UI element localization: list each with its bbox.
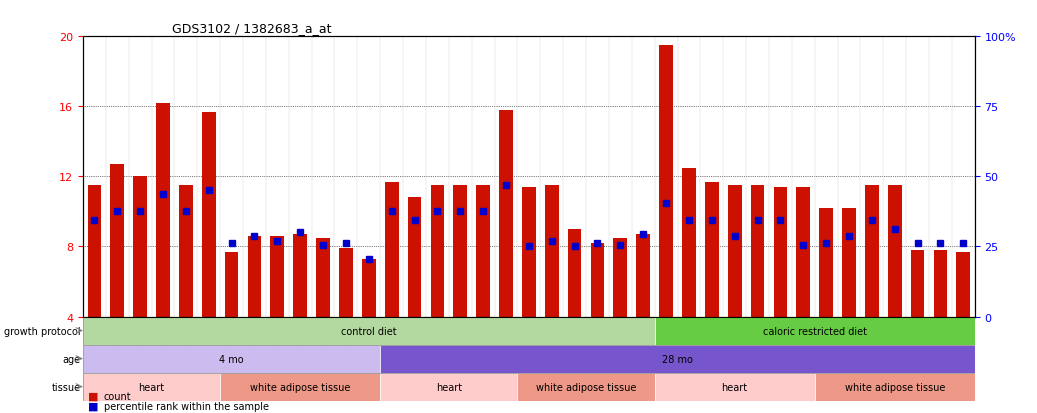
Text: 28 mo: 28 mo bbox=[662, 354, 693, 364]
Text: count: count bbox=[104, 391, 132, 401]
Bar bbox=[888, 186, 901, 317]
FancyBboxPatch shape bbox=[83, 317, 654, 345]
Text: white adipose tissue: white adipose tissue bbox=[844, 382, 945, 392]
Bar bbox=[728, 186, 741, 317]
Bar bbox=[751, 186, 764, 317]
Bar bbox=[157, 104, 170, 317]
Bar bbox=[202, 112, 216, 317]
FancyBboxPatch shape bbox=[381, 345, 975, 373]
Bar bbox=[408, 198, 421, 317]
Bar bbox=[385, 182, 398, 317]
Bar bbox=[293, 235, 307, 317]
Bar bbox=[271, 236, 284, 317]
FancyBboxPatch shape bbox=[517, 373, 654, 401]
Bar bbox=[842, 209, 856, 317]
Bar bbox=[316, 238, 330, 317]
Bar bbox=[614, 238, 627, 317]
Text: 4 mo: 4 mo bbox=[219, 354, 244, 364]
Text: growth protocol: growth protocol bbox=[4, 326, 81, 336]
Bar bbox=[682, 168, 696, 317]
Bar bbox=[225, 252, 239, 317]
Bar bbox=[476, 186, 491, 317]
Bar bbox=[339, 249, 353, 317]
Text: GDS3102 / 1382683_a_at: GDS3102 / 1382683_a_at bbox=[172, 21, 332, 35]
Bar bbox=[865, 186, 878, 317]
Text: white adipose tissue: white adipose tissue bbox=[250, 382, 351, 392]
Bar bbox=[110, 165, 124, 317]
Bar bbox=[796, 188, 810, 317]
Bar bbox=[819, 209, 833, 317]
Text: age: age bbox=[62, 354, 81, 364]
Bar bbox=[499, 111, 513, 317]
Text: white adipose tissue: white adipose tissue bbox=[536, 382, 637, 392]
Text: percentile rank within the sample: percentile rank within the sample bbox=[104, 401, 269, 411]
FancyBboxPatch shape bbox=[815, 373, 975, 401]
FancyBboxPatch shape bbox=[83, 345, 381, 373]
Bar bbox=[591, 243, 605, 317]
Bar bbox=[774, 188, 787, 317]
Text: heart: heart bbox=[722, 382, 748, 392]
Bar bbox=[362, 259, 375, 317]
Bar bbox=[522, 188, 536, 317]
FancyBboxPatch shape bbox=[83, 373, 220, 401]
Bar bbox=[637, 235, 650, 317]
Bar bbox=[248, 236, 261, 317]
FancyBboxPatch shape bbox=[381, 373, 517, 401]
FancyBboxPatch shape bbox=[220, 373, 381, 401]
Text: ■: ■ bbox=[88, 401, 99, 411]
Text: heart: heart bbox=[436, 382, 461, 392]
Bar bbox=[956, 252, 971, 317]
Bar bbox=[660, 46, 673, 317]
Bar bbox=[933, 250, 948, 317]
Bar bbox=[705, 182, 719, 317]
Bar bbox=[179, 186, 193, 317]
Text: heart: heart bbox=[139, 382, 165, 392]
Bar bbox=[910, 250, 924, 317]
FancyBboxPatch shape bbox=[654, 317, 975, 345]
Bar bbox=[430, 186, 444, 317]
Bar bbox=[567, 229, 582, 317]
Bar bbox=[453, 186, 467, 317]
FancyBboxPatch shape bbox=[654, 373, 815, 401]
Text: caloric restricted diet: caloric restricted diet bbox=[762, 326, 867, 336]
Text: control diet: control diet bbox=[341, 326, 396, 336]
Bar bbox=[134, 177, 147, 317]
Bar bbox=[544, 186, 559, 317]
Text: tissue: tissue bbox=[52, 382, 81, 392]
Bar bbox=[87, 186, 102, 317]
Text: ■: ■ bbox=[88, 391, 99, 401]
